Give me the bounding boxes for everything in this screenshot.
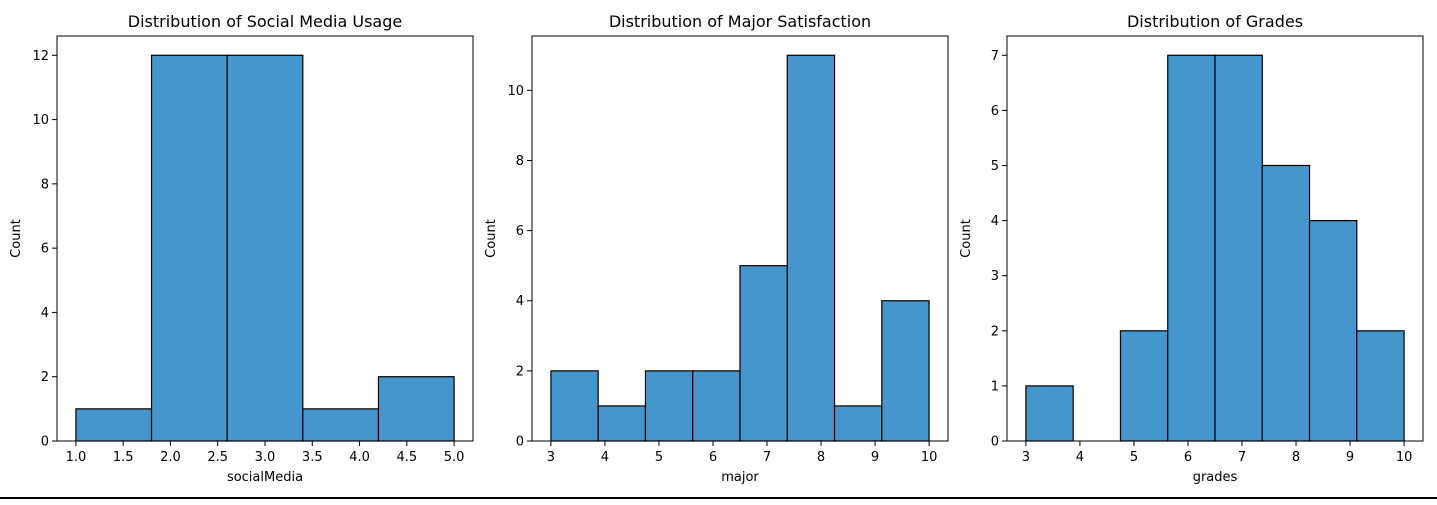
- y-tick-label: 0: [516, 435, 524, 450]
- y-tick-label: 6: [41, 242, 49, 257]
- histogram-bar: [644, 370, 694, 442]
- y-tick-label: 1: [991, 379, 999, 394]
- x-tick-label: 10: [1396, 450, 1413, 465]
- y-tick-label: 7: [991, 49, 999, 64]
- x-tick-label: 8: [1292, 450, 1300, 465]
- histogram-bar: [739, 265, 788, 442]
- axes-frame: [1006, 35, 1424, 442]
- histogram-bar: [150, 54, 228, 442]
- histogram-panel-1: 1.0 1.5 2.0 2.5 3.0 3.5 4.0 4.5 5.0 0 2 4 6 8 10 12 Dist…: [9, 12, 474, 485]
- y-tick-label: 8: [41, 177, 49, 192]
- x-tick-label: 3.5: [302, 450, 323, 465]
- x-tick-label: 7: [1238, 450, 1246, 465]
- histogram-bar: [597, 405, 647, 442]
- y-tick-label: 2: [991, 324, 999, 339]
- x-tick-label: 1.0: [66, 450, 87, 465]
- y-tick-label: 2: [41, 370, 49, 385]
- y-tick-label: 2: [516, 364, 524, 379]
- y-tick-label: 12: [32, 49, 49, 64]
- histogram-bar: [1025, 385, 1074, 442]
- x-tick-label: 4: [1076, 450, 1084, 465]
- x-tick-label: 9: [871, 450, 879, 465]
- histogram-panel-3: 3 4 5 6 7 8 9 10 0 1 2 3 4 5 6 7 Distribution of Grades g…: [959, 12, 1424, 485]
- y-axis-label: Count: [9, 219, 24, 258]
- x-tick-label: 6: [1184, 450, 1192, 465]
- histogram-bar: [1119, 330, 1169, 442]
- histogram-bar: [1214, 54, 1263, 442]
- histogram-bar: [1308, 219, 1358, 442]
- y-tick-label: 6: [516, 224, 524, 239]
- x-tick-label: 5.0: [444, 450, 465, 465]
- y-tick-label: 10: [507, 84, 524, 99]
- axes-frame: [531, 35, 949, 442]
- x-tick-label: 4.0: [349, 450, 370, 465]
- y-tick-label: 5: [991, 159, 999, 174]
- y-tick-label: 4: [991, 214, 999, 229]
- y-tick-label: 4: [516, 294, 524, 309]
- x-axis-label: grades: [1193, 470, 1238, 485]
- histogram-bar: [1356, 330, 1405, 442]
- y-tick-label: 10: [32, 113, 49, 128]
- x-tick-label: 3: [547, 450, 555, 465]
- y-tick-label: 0: [41, 435, 49, 450]
- x-tick-label: 4: [601, 450, 609, 465]
- bottom-border: [0, 497, 1437, 499]
- histogram-bar: [786, 54, 836, 442]
- x-tick-label: 10: [921, 450, 938, 465]
- histogram-bar: [1167, 54, 1216, 442]
- histogram-bar: [226, 54, 304, 442]
- histogram-bar: [1261, 164, 1311, 442]
- y-axis-label: Count: [484, 219, 499, 258]
- y-tick-label: 3: [991, 269, 999, 284]
- histogram-bar: [302, 408, 380, 442]
- x-tick-label: 2.5: [207, 450, 228, 465]
- chart-title: Distribution of Grades: [1127, 12, 1303, 31]
- x-tick-label: 5: [655, 450, 663, 465]
- x-tick-label: 3.0: [255, 450, 276, 465]
- histogram-bar: [377, 376, 455, 442]
- histogram-bar: [881, 300, 930, 442]
- histogram-bar: [692, 370, 741, 442]
- chart-title: Distribution of Major Satisfaction: [609, 12, 871, 31]
- x-tick-label: 5: [1130, 450, 1138, 465]
- y-tick-label: 6: [991, 104, 999, 119]
- x-tick-label: 6: [709, 450, 717, 465]
- x-tick-label: 2.0: [160, 450, 181, 465]
- x-tick-label: 7: [763, 450, 771, 465]
- x-tick-label: 4.5: [396, 450, 417, 465]
- x-tick-label: 1.5: [113, 450, 134, 465]
- histogram-bar: [833, 405, 883, 442]
- y-tick-label: 0: [991, 435, 999, 450]
- x-tick-label: 9: [1346, 450, 1354, 465]
- y-tick-label: 4: [41, 306, 49, 321]
- x-axis-label: major: [721, 470, 759, 485]
- histogram-bar: [550, 370, 599, 442]
- y-tick-label: 8: [516, 154, 524, 169]
- histogram-bar: [75, 408, 153, 442]
- x-tick-label: 8: [817, 450, 825, 465]
- x-axis-label: socialMedia: [227, 470, 303, 485]
- chart-title: Distribution of Social Media Usage: [128, 12, 402, 31]
- x-tick-label: 3: [1022, 450, 1030, 465]
- y-axis-label: Count: [959, 219, 974, 258]
- histogram-panel-2: 3 4 5 6 7 8 9 10 0 2 4 6 8 10 Distribution of Major Sa…: [484, 12, 949, 485]
